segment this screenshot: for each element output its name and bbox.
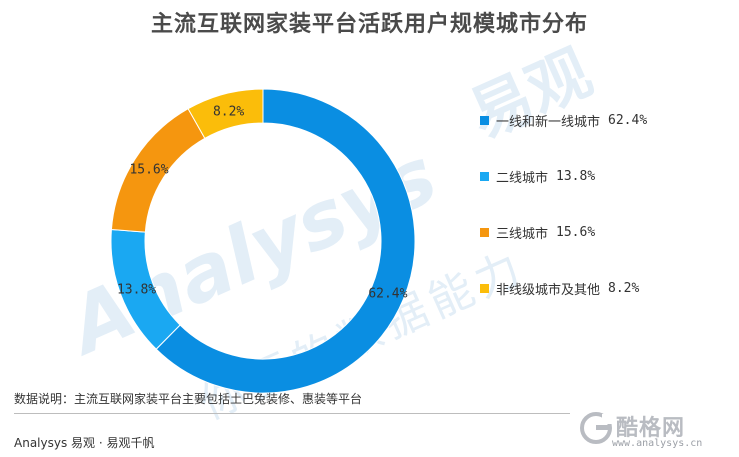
- legend-value: 13.8%: [556, 168, 596, 184]
- slice-data-label: 62.4%: [368, 286, 407, 301]
- slice-data-label: 8.2%: [213, 104, 244, 119]
- legend-swatch: [480, 283, 489, 293]
- source-text: Analysys 易观 · 易观千帆: [14, 436, 155, 450]
- donut-slice: [187, 88, 264, 139]
- legend-label: 一线和新一线城市: [496, 114, 601, 130]
- legend-swatch: [480, 227, 489, 237]
- slice-data-label: 13.8%: [117, 282, 156, 297]
- brand-logo: 酷格网 www.analysys.cn: [578, 408, 734, 454]
- donut-slice: [155, 88, 416, 394]
- slice-data-label: 15.6%: [129, 163, 168, 178]
- chart-title: 主流互联网家装平台活跃用户规模城市分布: [150, 11, 588, 37]
- legend-item: 二线城市 13.8%: [480, 166, 647, 186]
- legend-value: 15.6%: [556, 224, 596, 240]
- legend-item: 一线和新一线城市 62.4%: [480, 110, 647, 130]
- legend-value: 8.2%: [608, 280, 640, 296]
- data-note: 数据说明：主流互联网家装平台主要包括土巴兔装修、惠装等平台: [14, 392, 363, 406]
- logo-g-icon: [580, 412, 612, 444]
- legend: 一线和新一线城市 62.4% 二线城市 13.8% 三线城市 15.6% 非线级城市及其他 8…: [480, 110, 647, 334]
- legend-value: 62.4%: [608, 112, 648, 128]
- divider: [14, 413, 570, 414]
- legend-item: 非线级城市及其他 8.2%: [480, 278, 647, 298]
- brand-name: 酷格网: [616, 416, 686, 441]
- legend-label: 二线城市: [496, 170, 549, 186]
- legend-label: 三线城市: [496, 226, 549, 242]
- legend-label: 非线级城市及其他: [496, 282, 601, 298]
- legend-swatch: [480, 115, 489, 125]
- legend-swatch: [480, 171, 489, 181]
- legend-item: 三线城市 15.6%: [480, 222, 647, 242]
- brand-url: www.analysys.cn: [612, 438, 703, 449]
